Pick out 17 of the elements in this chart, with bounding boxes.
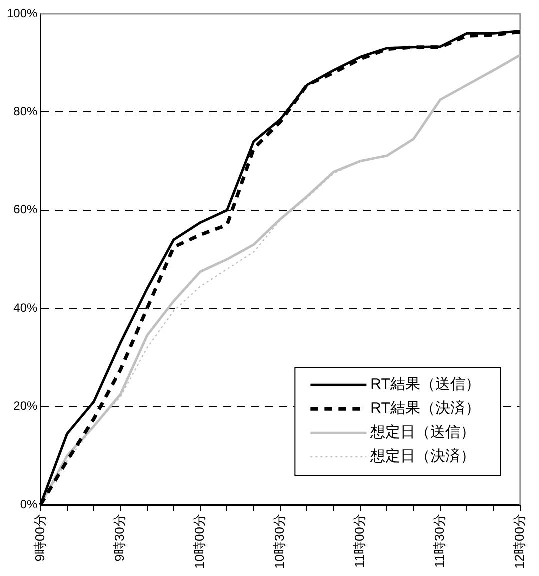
x-tick-label: 12時00分 xyxy=(512,514,527,569)
y-tick-label: 60% xyxy=(14,202,38,217)
x-tick-label: 11時00分 xyxy=(352,514,368,568)
legend-label: RT結果（送信） xyxy=(370,376,480,394)
y-tick-label: 0% xyxy=(20,497,38,512)
x-tick-label: 9時00分 xyxy=(32,514,48,562)
y-tick-label: 20% xyxy=(14,399,38,414)
x-tick-label: 10時00分 xyxy=(192,514,208,569)
x-tick-label: 9時30分 xyxy=(112,514,128,562)
legend-label: 想定日（送信） xyxy=(370,424,476,442)
y-tick-label: 100% xyxy=(6,6,38,20)
x-tick-label: 11時30分 xyxy=(432,514,448,568)
legend-label: RT結果（決済） xyxy=(370,400,480,418)
x-tick-label: 10時30分 xyxy=(272,514,288,569)
legend-label: 想定日（決済） xyxy=(370,448,476,466)
y-tick-label: 40% xyxy=(14,300,38,315)
y-tick-label: 80% xyxy=(14,104,38,119)
